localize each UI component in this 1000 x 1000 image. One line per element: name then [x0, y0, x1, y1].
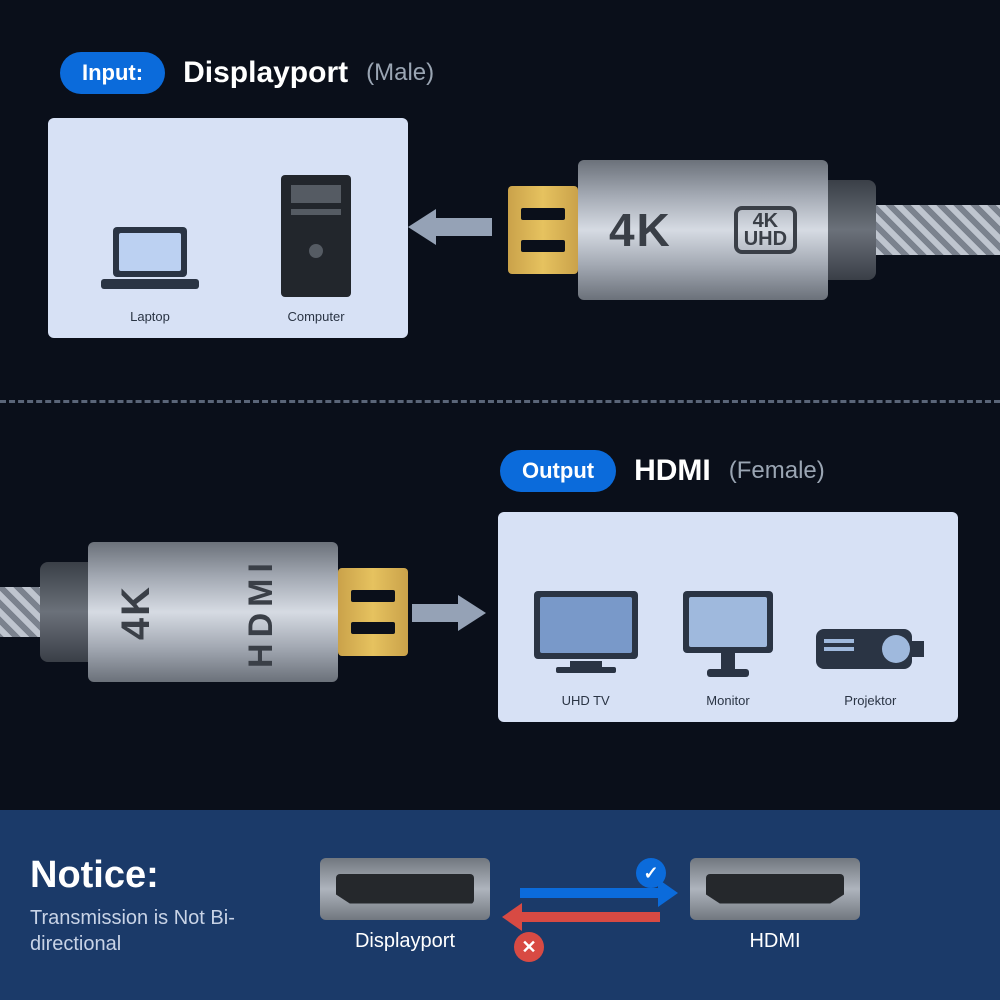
device-projector-label: Projektor	[844, 693, 896, 708]
hdmi-cable	[0, 587, 40, 637]
input-arrow-head	[408, 209, 436, 245]
projector-icon	[810, 615, 930, 685]
device-computer: Computer	[271, 171, 361, 324]
desktop-tower-icon	[271, 171, 361, 301]
output-title: HDMI	[634, 454, 711, 488]
hdmi-port-icon	[690, 858, 860, 920]
input-heading: Input: Displayport (Male)	[60, 52, 434, 94]
notice-port-hdmi: HDMI	[690, 858, 860, 953]
input-title: Displayport	[183, 56, 348, 90]
dp-cable	[876, 205, 1000, 255]
device-monitor: Monitor	[673, 585, 783, 708]
device-projector: Projektor	[810, 615, 930, 708]
input-badge: Input:	[60, 52, 165, 94]
arrow-not-allowed	[520, 912, 660, 922]
device-laptop: Laptop	[95, 221, 205, 324]
output-arrow-head	[458, 595, 486, 631]
displayport-connector: 4K 4K UHD	[508, 160, 1000, 300]
hdmi-gold-tip	[338, 568, 408, 656]
output-arrow-shaft	[412, 604, 460, 622]
arrow-allowed	[520, 888, 660, 898]
hdmi-metal-body: 4K HDMI	[88, 542, 338, 682]
device-laptop-label: Laptop	[130, 309, 170, 324]
hdmi-sleeve	[40, 562, 88, 662]
notice-arrows: ✓ ✕	[520, 888, 660, 922]
dp-gold-tip	[508, 186, 578, 274]
hdmi-connector: 4K HDMI	[0, 542, 408, 682]
dp-sleeve	[828, 180, 876, 280]
cross-icon: ✕	[514, 932, 544, 962]
output-device-card: UHD TV Monitor Projektor	[498, 512, 958, 722]
notice-port-dp-label: Displayport	[355, 930, 455, 953]
monitor-icon	[673, 585, 783, 685]
input-device-card: Laptop Computer	[48, 118, 408, 338]
device-tv-label: UHD TV	[562, 693, 610, 708]
dp-uhd-badge: 4K UHD	[734, 206, 797, 254]
notice-body: Transmission is Not Bi-directional	[30, 905, 290, 957]
notice-bar: Notice: Transmission is Not Bi-direction…	[0, 810, 1000, 1000]
device-computer-label: Computer	[287, 309, 344, 324]
dp-4k-text: 4K	[609, 203, 672, 257]
device-tv: UHD TV	[526, 585, 646, 708]
checkmark-icon: ✓	[636, 858, 666, 888]
output-heading: Output HDMI (Female)	[500, 450, 825, 492]
output-badge: Output	[500, 450, 616, 492]
hdmi-label-text: HDMI	[242, 557, 281, 668]
output-subtitle: (Female)	[729, 457, 825, 485]
input-arrow-shaft	[432, 218, 492, 236]
notice-port-hdmi-label: HDMI	[749, 930, 800, 953]
hdmi-4k-text: 4K	[114, 584, 159, 639]
laptop-icon	[95, 221, 205, 301]
device-monitor-label: Monitor	[706, 693, 749, 708]
notice-text-block: Notice: Transmission is Not Bi-direction…	[30, 854, 290, 957]
dp-metal-body: 4K 4K UHD	[578, 160, 828, 300]
displayport-port-icon	[320, 858, 490, 920]
notice-heading: Notice:	[30, 854, 290, 897]
notice-port-dp: Displayport	[320, 858, 490, 953]
input-subtitle: (Male)	[366, 59, 434, 87]
tv-icon	[526, 585, 646, 685]
section-divider	[0, 400, 1000, 403]
